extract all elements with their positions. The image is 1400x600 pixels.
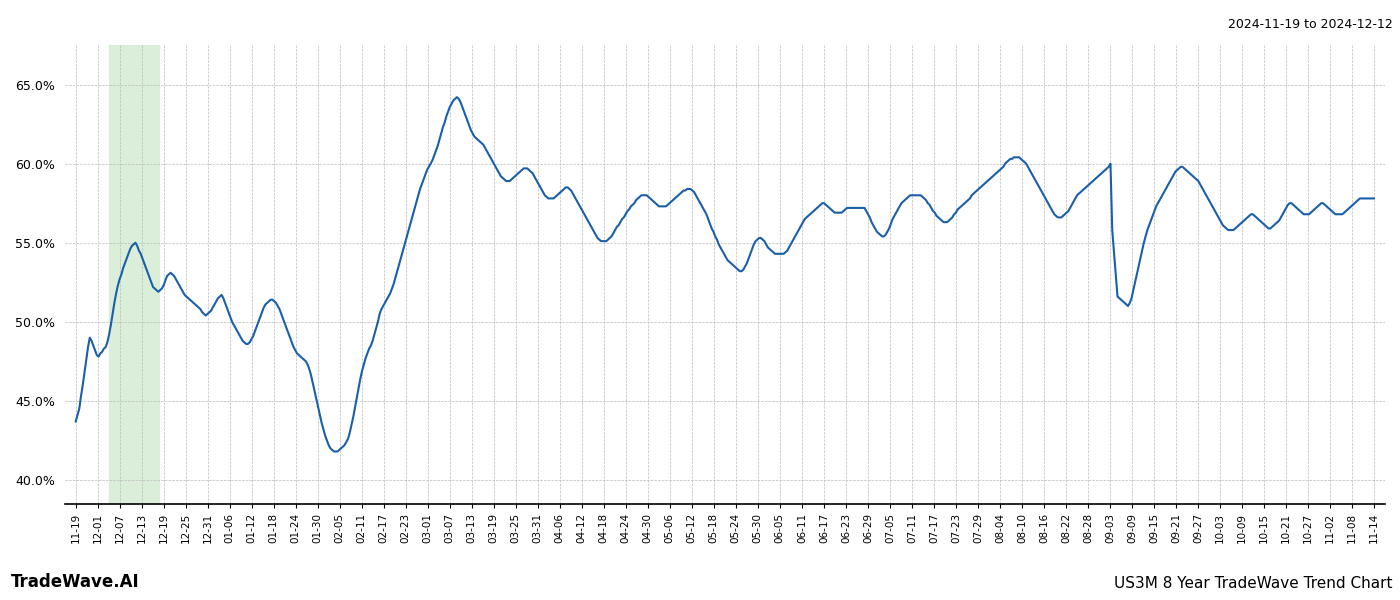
Text: TradeWave.AI: TradeWave.AI [11,573,140,591]
Bar [109,45,160,504]
Text: 2024-11-19 to 2024-12-12: 2024-11-19 to 2024-12-12 [1228,18,1393,31]
Text: US3M 8 Year TradeWave Trend Chart: US3M 8 Year TradeWave Trend Chart [1114,576,1393,591]
